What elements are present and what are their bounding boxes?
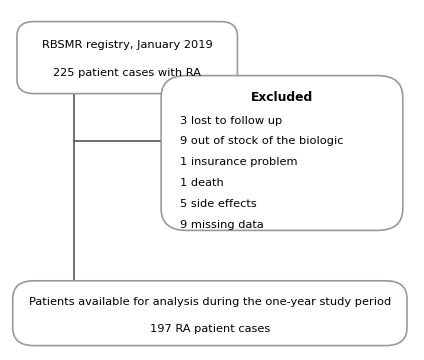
Text: 9 out of stock of the biologic: 9 out of stock of the biologic [180,136,344,147]
FancyBboxPatch shape [17,22,237,94]
Text: 1 insurance problem: 1 insurance problem [180,157,298,167]
Text: 9 missing data: 9 missing data [180,220,264,230]
Text: RBSMR registry, January 2019: RBSMR registry, January 2019 [42,40,212,50]
Text: 1 death: 1 death [180,178,224,188]
Text: 225 patient cases with RA: 225 patient cases with RA [53,68,201,78]
Text: 3 lost to follow up: 3 lost to follow up [180,116,282,126]
Text: Patients available for analysis during the one-year study period: Patients available for analysis during t… [29,297,391,306]
FancyBboxPatch shape [161,76,403,230]
FancyBboxPatch shape [13,281,407,346]
Text: 197 RA patient cases: 197 RA patient cases [150,324,270,334]
Text: 5 side effects: 5 side effects [180,199,257,209]
Text: Excluded: Excluded [251,91,313,104]
